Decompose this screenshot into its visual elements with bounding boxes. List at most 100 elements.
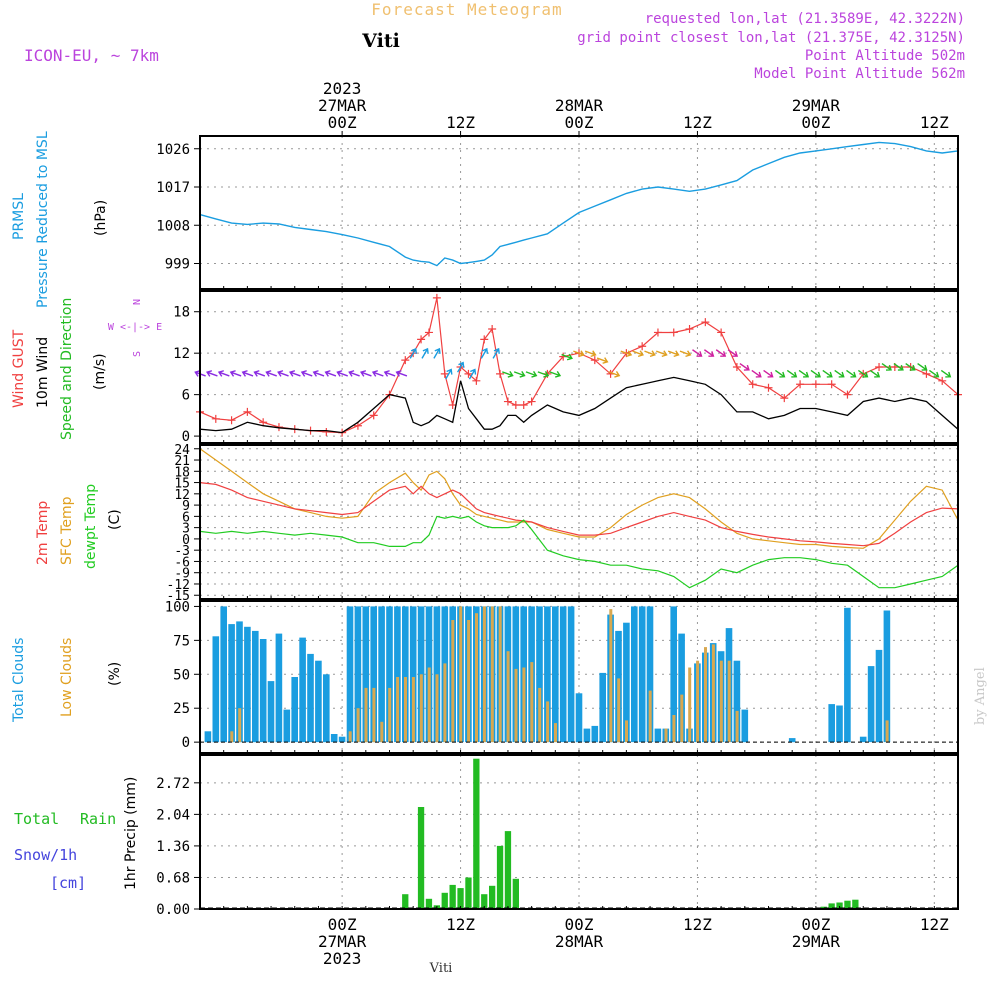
wind-direction-arrow bbox=[229, 370, 242, 377]
rain-label: Rain bbox=[80, 810, 116, 828]
gust-marker bbox=[472, 376, 481, 385]
temp-ytick-label: -15 bbox=[167, 589, 190, 604]
wind-direction-arrow-shape bbox=[739, 362, 750, 371]
wind-direction-arrow bbox=[289, 370, 301, 377]
wind-direction-arrow bbox=[893, 362, 904, 371]
temp-ytick-label: -6 bbox=[174, 555, 190, 570]
wind-direction-arrow bbox=[632, 350, 644, 358]
bottom-time-label: 12Z bbox=[446, 915, 475, 934]
total-cloud-bar bbox=[291, 677, 298, 743]
total-cloud-bar bbox=[591, 725, 599, 743]
wind-direction-arrow-shape bbox=[277, 370, 289, 377]
rain-bar bbox=[417, 807, 425, 909]
wind-direction-arrow-shape bbox=[312, 370, 325, 377]
wind-direction-arrow bbox=[549, 371, 562, 378]
wind-dir-label: Speed and Direction bbox=[59, 298, 75, 440]
wind-direction-arrow-shape bbox=[928, 369, 940, 378]
wind-direction-arrow bbox=[445, 368, 453, 380]
wind-direction-arrow-shape bbox=[727, 349, 739, 357]
low-cloud-bar bbox=[451, 620, 455, 743]
wind-label: 10m Wind bbox=[35, 337, 51, 408]
low-cloud-bar bbox=[617, 678, 621, 743]
low-cloud-bar bbox=[522, 667, 526, 743]
wind-direction-arrow-shape bbox=[525, 371, 538, 378]
grid-point-location: grid point closest lon,lat (21.375E, 42.… bbox=[577, 30, 965, 46]
bottom-time-label: 00Z bbox=[328, 915, 357, 934]
bottom-time-label: 27MAR bbox=[318, 932, 367, 951]
gust-line bbox=[199, 297, 959, 434]
wind-direction-arrow-shape bbox=[632, 350, 644, 358]
gust-marker bbox=[369, 411, 378, 420]
wind-direction-arrow-shape bbox=[703, 349, 715, 357]
total-cloud-bar bbox=[362, 606, 370, 743]
wind-ytick-label: 12 bbox=[173, 346, 190, 362]
rain-bar bbox=[844, 900, 851, 909]
rain-bar bbox=[496, 845, 504, 909]
gust-marker bbox=[211, 414, 220, 423]
temp-ytick-label: 15 bbox=[174, 477, 190, 492]
low-cloud-bar bbox=[238, 708, 242, 743]
total-cloud-bar bbox=[307, 653, 314, 743]
bottom-time-label: 28MAR bbox=[555, 932, 604, 951]
wind-direction-arrow bbox=[727, 349, 739, 357]
wind-direction-arrow-shape bbox=[265, 370, 277, 377]
total-cloud-bar bbox=[733, 660, 741, 743]
low-cloud-bar bbox=[625, 720, 628, 743]
bottom-time-label: 12Z bbox=[920, 915, 949, 934]
top-time-label: 00Z bbox=[565, 113, 594, 132]
gust-marker bbox=[780, 394, 789, 403]
total-cloud-bar bbox=[346, 606, 354, 743]
wind-direction-arrow bbox=[348, 370, 360, 377]
wind-direction-arrow bbox=[869, 369, 881, 378]
rain-bar bbox=[473, 758, 480, 909]
wind-direction-arrow-shape bbox=[480, 347, 489, 359]
gust-marker bbox=[638, 342, 647, 351]
wind-direction-arrow bbox=[596, 357, 609, 364]
temp-ytick-label: -9 bbox=[174, 567, 190, 582]
wind-ytick-label: 0 bbox=[182, 429, 190, 445]
low-cloud-bar bbox=[554, 723, 557, 743]
rain-bar bbox=[481, 894, 488, 909]
low-cloud-bar bbox=[727, 660, 731, 743]
rain-bar bbox=[512, 878, 519, 909]
wind-direction-arrow bbox=[300, 370, 313, 377]
gust-marker bbox=[827, 380, 836, 389]
total-cloud-bar bbox=[212, 636, 220, 743]
total-cloud-bar bbox=[267, 681, 275, 743]
gust-marker bbox=[322, 427, 331, 436]
wind-direction-arrow-shape bbox=[383, 370, 396, 377]
wind-direction-arrow-shape bbox=[905, 362, 916, 371]
sfc-temp-line bbox=[199, 448, 959, 549]
top-time-label: 27MAR bbox=[318, 96, 367, 115]
wind-direction-arrow-shape bbox=[810, 369, 821, 378]
wind-direction-arrow-shape bbox=[336, 370, 348, 377]
low-cloud-bar bbox=[538, 687, 542, 743]
total-cloud-bar bbox=[836, 705, 843, 743]
total-cloud-bar bbox=[670, 606, 677, 743]
temp-ytick-label: 0 bbox=[182, 533, 190, 548]
total-cloud-bar bbox=[867, 666, 875, 743]
precip-ytick-label: 2.72 bbox=[156, 776, 190, 792]
total-cloud-bar bbox=[654, 728, 662, 743]
wind-direction-arrow bbox=[763, 369, 774, 378]
gust-marker bbox=[590, 356, 599, 365]
wind-direction-arrow-shape bbox=[584, 350, 597, 358]
rain-bar bbox=[852, 899, 859, 909]
footer-station: Viti bbox=[429, 961, 453, 976]
rain-bar bbox=[449, 884, 456, 909]
total-cloud-bar bbox=[828, 704, 835, 743]
total-cloud-label: Total Clouds bbox=[11, 638, 27, 723]
temp-ytick-label: -3 bbox=[174, 544, 190, 559]
gust-marker bbox=[732, 363, 741, 371]
pressure-label-2: Pressure Reduced to MSL bbox=[35, 131, 51, 308]
wind-direction-arrow bbox=[608, 371, 621, 378]
wind-direction-arrow bbox=[513, 371, 526, 378]
wind-direction-arrow bbox=[846, 369, 857, 378]
total-cloud-bar bbox=[623, 622, 630, 743]
clouds-ytick-label: 100 bbox=[165, 599, 190, 615]
wind-direction-arrow bbox=[905, 362, 916, 371]
wind-direction-arrow-shape bbox=[786, 369, 798, 378]
wind-direction-arrow bbox=[940, 369, 952, 378]
pressure-ytick-label: 1008 bbox=[156, 218, 190, 234]
low-cloud-bar bbox=[364, 687, 368, 743]
